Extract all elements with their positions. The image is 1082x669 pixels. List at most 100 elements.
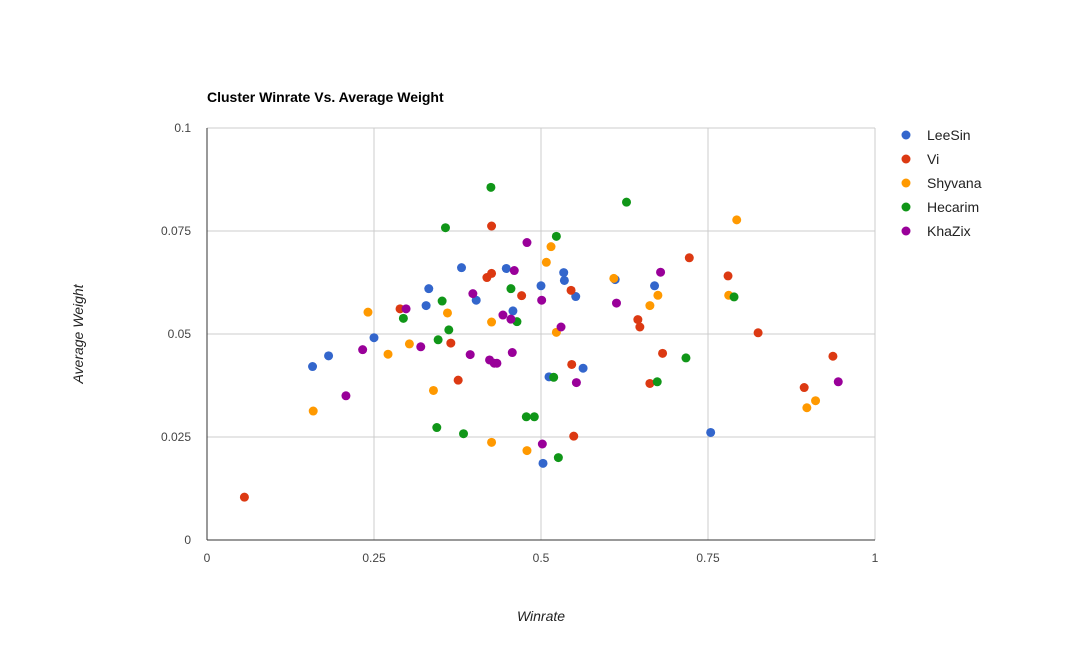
point-vi — [517, 291, 527, 301]
point-shyvana — [363, 307, 373, 317]
point-hecarim — [729, 292, 739, 302]
x-tick-label: 0.25 — [362, 551, 386, 565]
point-hecarim — [444, 325, 454, 335]
legend-marker-leesin — [901, 130, 911, 140]
point-khazix — [492, 358, 502, 368]
y-tick-label: 0.075 — [161, 224, 191, 238]
point-khazix — [522, 238, 532, 248]
point-vi — [828, 351, 838, 361]
point-leesin — [508, 306, 518, 316]
point-khazix — [416, 342, 426, 352]
point-khazix — [611, 298, 621, 308]
data-points — [239, 182, 843, 502]
point-khazix — [465, 350, 475, 360]
point-vi — [453, 375, 463, 385]
point-vi — [566, 285, 576, 295]
legend-label-vi: Vi — [927, 151, 939, 167]
point-shyvana — [308, 406, 318, 416]
point-leesin — [571, 292, 581, 302]
point-khazix — [341, 391, 351, 401]
point-shyvana — [522, 446, 532, 456]
point-leesin — [650, 281, 660, 291]
point-leesin — [538, 458, 548, 468]
point-hecarim — [440, 223, 450, 233]
point-khazix — [556, 322, 566, 332]
point-leesin — [501, 263, 511, 273]
point-leesin — [706, 427, 716, 437]
point-vi — [635, 322, 645, 332]
point-shyvana — [802, 403, 812, 413]
point-khazix — [537, 439, 547, 449]
point-khazix — [571, 378, 581, 388]
legend: LeeSin Vi Shyvana Hecarim KhaZix — [901, 127, 982, 239]
point-shyvana — [428, 385, 438, 395]
point-hecarim — [506, 284, 516, 294]
point-khazix — [498, 310, 508, 320]
y-tick-label: 0.025 — [161, 430, 191, 444]
point-khazix — [833, 377, 843, 387]
point-hecarim — [551, 231, 561, 241]
point-leesin — [559, 268, 569, 278]
point-vi — [633, 315, 643, 325]
point-shyvana — [811, 396, 821, 406]
point-leesin — [578, 363, 588, 373]
point-khazix — [656, 267, 666, 277]
x-tick-label: 0.75 — [696, 551, 720, 565]
point-shyvana — [732, 215, 742, 225]
axes — [206, 128, 875, 541]
point-leesin — [559, 275, 569, 285]
point-hecarim — [437, 296, 447, 306]
point-shyvana — [546, 242, 556, 252]
y-tick-labels: 0 0.025 0.05 0.075 0.1 — [161, 121, 191, 547]
point-shyvana — [383, 349, 393, 359]
point-vi — [446, 338, 456, 348]
point-leesin — [424, 284, 434, 294]
point-leesin — [536, 281, 546, 291]
point-khazix — [506, 314, 516, 324]
point-shyvana — [653, 290, 663, 300]
point-hecarim — [622, 197, 632, 207]
grid — [207, 127, 876, 540]
x-tick-label: 1 — [872, 551, 879, 565]
x-tick-label: 0.5 — [533, 551, 550, 565]
legend-marker-hecarim — [901, 202, 911, 212]
point-hecarim — [432, 423, 442, 433]
point-khazix — [358, 345, 368, 355]
point-vi — [567, 359, 577, 369]
point-hecarim — [398, 313, 408, 323]
x-axis-title: Winrate — [517, 608, 565, 624]
point-hecarim — [433, 335, 443, 345]
point-leesin — [324, 351, 334, 361]
x-tick-label: 0 — [204, 551, 211, 565]
point-vi — [487, 268, 497, 278]
point-vi — [753, 328, 763, 338]
legend-label-khazix: KhaZix — [927, 223, 971, 239]
point-shyvana — [487, 437, 497, 447]
legend-marker-khazix — [901, 226, 911, 236]
y-tick-label: 0.1 — [174, 121, 191, 135]
point-shyvana — [609, 273, 619, 283]
point-hecarim — [459, 429, 469, 439]
point-vi — [645, 378, 655, 388]
point-hecarim — [553, 453, 563, 463]
point-khazix — [401, 304, 411, 314]
point-leesin — [308, 362, 318, 372]
point-shyvana — [645, 301, 655, 311]
point-shyvana — [404, 339, 414, 349]
legend-label-leesin: LeeSin — [927, 127, 971, 143]
point-leesin — [421, 301, 431, 311]
point-khazix — [468, 289, 478, 299]
y-tick-label: 0 — [184, 533, 191, 547]
point-khazix — [509, 266, 519, 276]
legend-marker-vi — [901, 154, 911, 164]
point-leesin — [369, 333, 379, 343]
point-hecarim — [681, 353, 691, 363]
point-hecarim — [652, 377, 662, 387]
point-leesin — [457, 263, 467, 273]
point-vi — [799, 383, 809, 393]
point-khazix — [537, 295, 547, 305]
chart-title: Cluster Winrate Vs. Average Weight — [207, 89, 444, 105]
y-tick-label: 0.05 — [168, 327, 192, 341]
point-vi — [487, 221, 497, 231]
